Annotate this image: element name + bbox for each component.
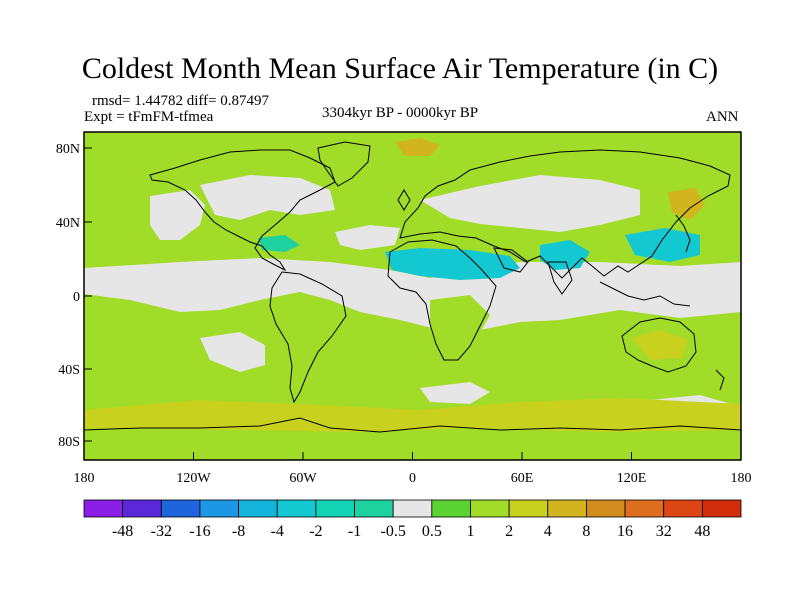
x-tick-label: 60E [511, 471, 534, 486]
y-tick-label: 80N [56, 142, 80, 157]
colorbar-label: 2 [505, 523, 513, 540]
colorbar-label: -32 [151, 523, 172, 540]
coast-new-zealand [715, 369, 725, 391]
colorbar-label: 16 [617, 523, 633, 540]
colorbar-label: 8 [582, 523, 590, 540]
colorbar-swatch [431, 499, 471, 518]
colorbar-label: 32 [656, 523, 672, 540]
field-australia-yellow [632, 330, 688, 360]
x-tick-label: 120W [176, 471, 211, 486]
colorbar-swatch [547, 499, 587, 518]
field-china-cyan [625, 228, 700, 262]
coast-north-america [149, 149, 336, 272]
x-axis: 180 120W 60W 0 60E 120E 180 [74, 452, 752, 486]
y-tick-label: 0 [73, 290, 80, 305]
field-tropical-neutral-band [84, 258, 741, 330]
field-southern-neutral [420, 382, 490, 404]
coast-se-asia [599, 281, 691, 307]
y-axis: 80N 40N 0 40S 80S [56, 142, 92, 450]
coast-arabia [493, 247, 529, 273]
colorbar-swatch [586, 499, 626, 518]
coast-japan [675, 214, 691, 253]
colorbar-label: -16 [189, 523, 210, 540]
field-southern-ocean-yellow [84, 398, 741, 432]
colorbar-swatch [199, 499, 239, 518]
colorbar-swatch [663, 499, 703, 518]
x-tick-label: 180 [731, 471, 752, 486]
coast-australia [621, 317, 697, 373]
colorbar-swatch [238, 499, 278, 518]
colorbar-swatch [160, 499, 201, 518]
x-tick-label: 60W [289, 471, 317, 486]
colorbar-swatch [508, 499, 549, 518]
colorbar-swatch [701, 499, 742, 518]
colorbar-label: -48 [112, 523, 133, 540]
colorbar-swatch [392, 499, 433, 518]
x-tick-label: 180 [74, 471, 95, 486]
colorbar-swatch [354, 499, 394, 518]
map-title: Coldest Month Mean Surface Air Temperatu… [81, 52, 719, 85]
coast-eurasia [399, 149, 731, 279]
field-natlantic-neutral [335, 225, 400, 250]
colorbar-label: -2 [309, 523, 322, 540]
map-field [84, 132, 741, 460]
colorbar-label: 0.5 [422, 523, 442, 540]
y-tick-label: 80S [58, 435, 80, 450]
season-label: ANN [706, 109, 739, 125]
period-label: 3304kyr BP - 0000kyr BP [322, 105, 479, 121]
field-america-teal [258, 235, 300, 252]
colorbar: -48 -32 -16 -8 -4 -2 -1 -0.5 0.5 1 2 4 8 16 32 48 [83, 499, 742, 540]
field-samerica-lightgreen [265, 292, 330, 340]
colorbar-label: 4 [544, 523, 552, 540]
colorbar-swatch [276, 499, 317, 518]
y-tick-label: 40S [58, 363, 80, 378]
x-tick-label: 120E [617, 471, 647, 486]
colorbar-swatch [624, 499, 665, 518]
colorbar-label: 48 [694, 523, 710, 540]
colorbar-swatch [122, 499, 162, 518]
coast-greenland [317, 141, 371, 187]
experiment-label: Expt = tFmFM-tfmea [84, 109, 214, 125]
coast-antarctica [84, 417, 741, 433]
field-eurasia-neutral [420, 175, 640, 232]
coast-uk [397, 189, 411, 211]
field-spacific-neutral [200, 332, 265, 372]
coast-india [547, 261, 573, 295]
coast-south-america [269, 271, 347, 404]
field-arctic-gold [395, 138, 440, 156]
colorbar-label: 1 [466, 523, 474, 540]
field-japan-gold [668, 188, 705, 220]
y-tick-label: 40N [56, 216, 80, 231]
colorbar-label: -4 [271, 523, 284, 540]
colorbar-label: -0.5 [381, 523, 406, 540]
colorbar-swatch [470, 499, 510, 518]
field-npacific-neutral [150, 190, 205, 240]
colorbar-label: -1 [348, 523, 361, 540]
field-namerica-neutral [200, 175, 335, 220]
colorbar-swatch [315, 499, 355, 518]
colorbar-swatch [83, 499, 124, 518]
colorbar-label: -8 [232, 523, 245, 540]
coastlines [84, 141, 741, 433]
field-sahara-cyan [385, 248, 520, 280]
stats-label: rmsd= 1.44782 diff= 0.87497 [92, 93, 270, 109]
x-tick-label: 0 [409, 471, 416, 486]
coast-africa [387, 239, 497, 361]
